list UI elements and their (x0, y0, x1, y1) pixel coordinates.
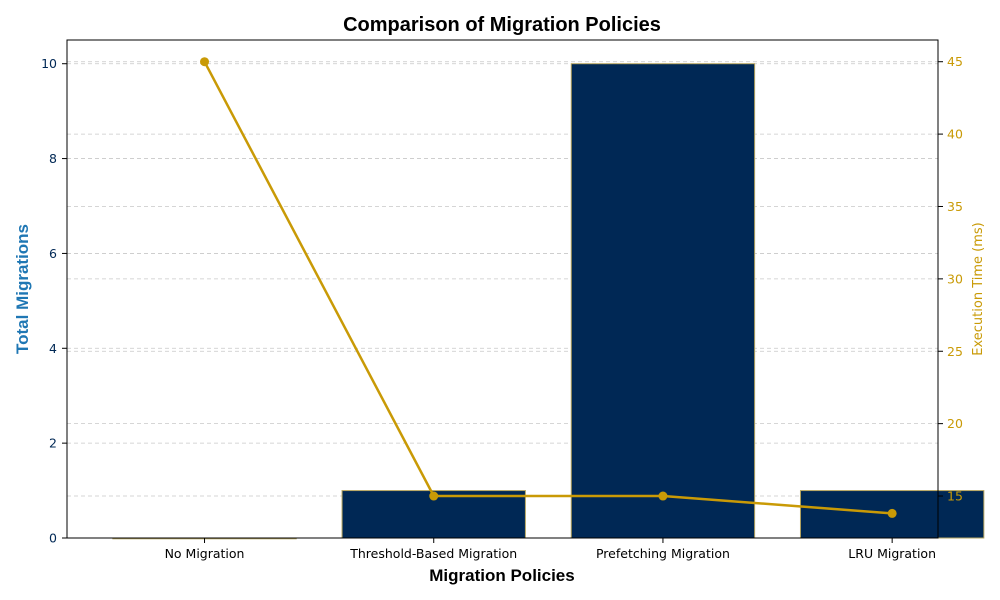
y-left-tick-label: 6 (49, 246, 57, 261)
x-tick-label: No Migration (165, 546, 245, 561)
y-right-tick-label: 30 (947, 271, 963, 286)
line-layer (200, 57, 897, 518)
chart-title: Comparison of Migration Policies (343, 14, 661, 36)
y-left-tick-label: 2 (49, 436, 57, 451)
y-left-tick-label: 4 (49, 341, 57, 356)
bars-layer (112, 63, 985, 540)
y-right-tick-label: 25 (947, 344, 963, 359)
y-left-tick-label: 10 (41, 56, 57, 71)
y-right-tick-label: 35 (947, 199, 963, 214)
line-point (658, 491, 668, 501)
y-right-tick-label: 15 (947, 489, 963, 504)
y-axis-left: 0 2 4 6 8 10 (41, 56, 67, 546)
x-axis-label: Migration Policies (429, 566, 574, 585)
x-tick-label: Threshold-Based Migration (349, 546, 517, 561)
y-axis-right: 15 20 25 30 35 40 45 (938, 54, 963, 504)
line-series (203, 61, 893, 515)
bar (570, 63, 756, 539)
x-tick-label: LRU Migration (848, 546, 936, 561)
y-axis-right-label: Execution Time (ms) (971, 222, 986, 355)
y-left-tick-label: 0 (49, 531, 57, 546)
y-right-tick-label: 20 (947, 416, 963, 431)
x-tick-label: Prefetching Migration (596, 546, 730, 561)
y-right-tick-label: 45 (947, 54, 963, 69)
grid-layer (67, 61, 938, 539)
y-right-tick-label: 40 (947, 127, 963, 142)
line-point (887, 508, 897, 518)
y-left-tick-label: 8 (49, 151, 57, 166)
x-axis: No Migration Threshold-Based Migration Pre… (165, 538, 936, 561)
line-point (429, 491, 439, 501)
line-point (200, 57, 210, 67)
plot-frame (66, 39, 939, 539)
y-axis-left-label: Total Migrations (13, 224, 32, 354)
